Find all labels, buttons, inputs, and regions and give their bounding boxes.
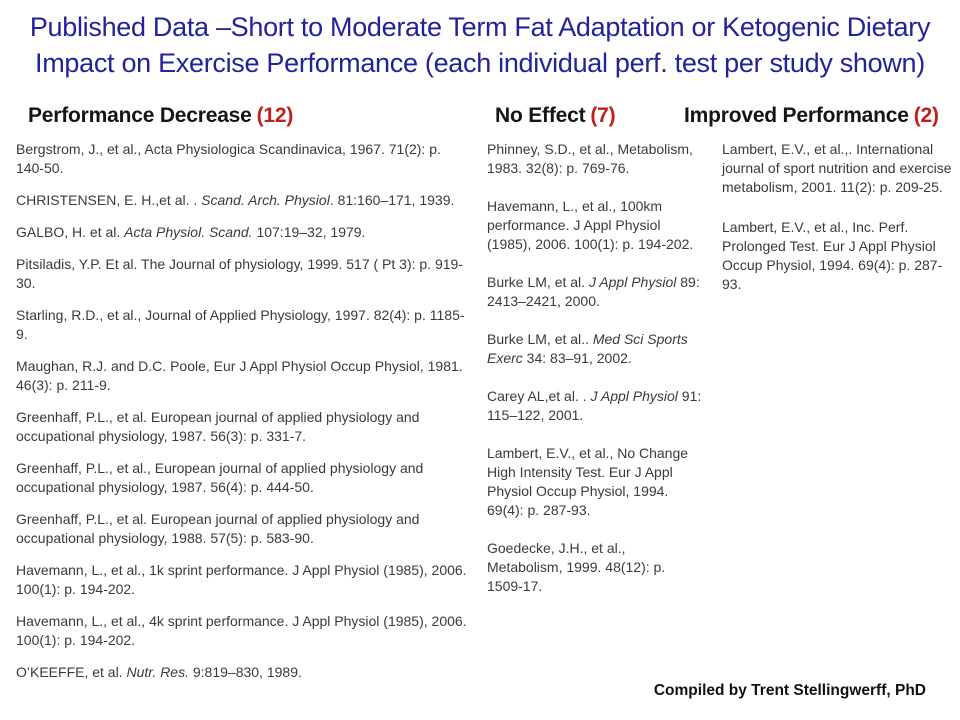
citation: Lambert, E.V., et al., Inc. Perf. Prolon… bbox=[722, 219, 943, 292]
column-count-badge: (2) bbox=[913, 104, 939, 127]
slide-title: Published Data –Short to Moderate Term F… bbox=[29, 12, 931, 78]
citation: GALBO, H. et al. Acta Physiol. Scand. 10… bbox=[16, 224, 366, 240]
column-count-badge: (12) bbox=[256, 104, 294, 127]
column-no-effect: No Effect (7) Phinney, S.D., et al., Meta… bbox=[487, 104, 702, 615]
column-header-improved-performance: Improved Performance (2) bbox=[684, 104, 958, 128]
citation: Greenhaff, P.L., et al. European journal… bbox=[16, 511, 420, 546]
column-header-no-effect: No Effect (7) bbox=[487, 104, 702, 128]
column-improved-performance: Improved Performance (2) Lambert, E.V., e… bbox=[684, 104, 958, 315]
citation: CHRISTENSEN, E. H.,et al. . Scand. Arch.… bbox=[16, 192, 455, 208]
column-header-label: Improved Performance bbox=[684, 104, 909, 127]
citation: Phinney, S.D., et al., Metabolism, 1983.… bbox=[487, 141, 693, 176]
citation: Havemann, L., et al., 4k sprint performa… bbox=[16, 613, 467, 648]
citation: Havemann, L., et al., 1k sprint performa… bbox=[16, 562, 467, 597]
citation: Pitsiladis, Y.P. Et al. The Journal of p… bbox=[16, 256, 463, 291]
citation: Goedecke, J.H., et al., Metabolism, 1999… bbox=[487, 540, 666, 594]
citation: Burke LM, et al. J Appl Physiol 89: 2413… bbox=[487, 274, 700, 309]
citation: Greenhaff, P.L., et al., European journa… bbox=[16, 460, 424, 495]
column-header-label: Performance Decrease bbox=[28, 104, 252, 127]
column-header-performance-decrease: Performance Decrease (12) bbox=[16, 104, 468, 128]
citation: O’KEEFFE, et al. Nutr. Res. 9:819–830, 1… bbox=[16, 664, 302, 680]
citation: Greenhaff, P.L., et al. European journal… bbox=[16, 409, 420, 444]
citation: Havemann, L., et al., 100km performance.… bbox=[487, 198, 694, 252]
citation: Burke LM, et al.. Med Sci Sports Exerc 3… bbox=[487, 331, 688, 366]
credit-line: Compiled by Trent Stellingwerff, PhD bbox=[653, 682, 926, 699]
citation: Lambert, E.V., et al.,. International jo… bbox=[722, 141, 952, 195]
citation: Starling, R.D., et al., Journal of Appli… bbox=[16, 307, 465, 342]
citation: Lambert, E.V., et al., No Change High In… bbox=[487, 445, 689, 518]
citation: Bergstrom, J., et al., Acta Physiologica… bbox=[16, 141, 441, 176]
citation: Carey AL,et al. . J Appl Physiol 91: 115… bbox=[487, 388, 702, 423]
column-count-badge: (7) bbox=[590, 104, 616, 127]
citation: Maughan, R.J. and D.C. Poole, Eur J Appl… bbox=[16, 358, 463, 393]
column-performance-decrease: Performance Decrease (12) Bergstrom, J., … bbox=[16, 104, 468, 695]
column-header-label: No Effect bbox=[495, 104, 586, 127]
